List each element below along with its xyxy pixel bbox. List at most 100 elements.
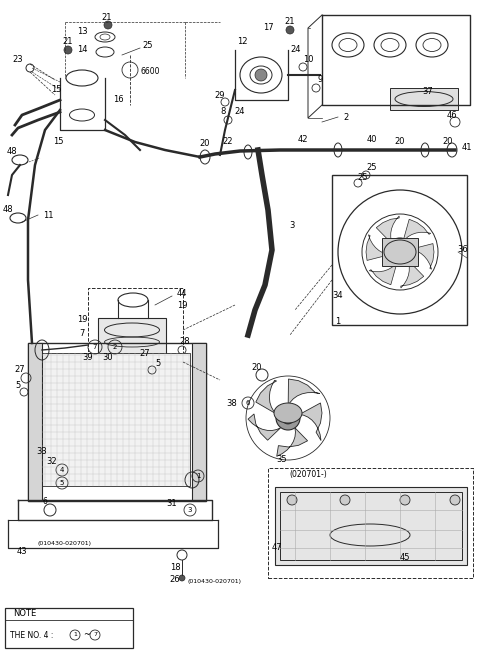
Text: 19: 19 (77, 315, 87, 325)
Bar (88, 288, 183, 373)
Text: 2: 2 (113, 344, 117, 350)
Text: 17: 17 (263, 22, 273, 32)
Text: 15: 15 (51, 85, 61, 95)
Text: 3: 3 (289, 221, 295, 229)
Text: (010430-020701): (010430-020701) (38, 541, 92, 547)
Circle shape (179, 575, 185, 581)
Text: 1: 1 (196, 473, 200, 479)
Polygon shape (277, 428, 308, 457)
Text: 42: 42 (298, 135, 308, 145)
Text: 7: 7 (93, 344, 97, 350)
Bar (28, 343, 206, 501)
Text: THE NO. 4 :: THE NO. 4 : (10, 631, 56, 639)
Polygon shape (376, 216, 399, 245)
Text: 22: 22 (223, 137, 233, 147)
Text: 30: 30 (103, 353, 113, 363)
Text: 20: 20 (443, 137, 453, 145)
Text: 32: 32 (47, 457, 57, 466)
Text: 7: 7 (79, 328, 84, 338)
Text: 6: 6 (43, 497, 48, 507)
Bar (268, 468, 473, 578)
Text: 38: 38 (227, 399, 238, 407)
Bar (382, 238, 418, 266)
Circle shape (392, 244, 408, 260)
Text: 15: 15 (53, 137, 63, 147)
Text: 11: 11 (43, 210, 53, 219)
Text: 44: 44 (177, 288, 187, 298)
Text: 35: 35 (276, 455, 288, 464)
Circle shape (64, 46, 72, 54)
Circle shape (450, 495, 460, 505)
Text: 9: 9 (317, 76, 323, 85)
Text: 48: 48 (3, 206, 13, 214)
Text: 41: 41 (462, 143, 472, 152)
Text: 23: 23 (12, 55, 24, 64)
Text: 5: 5 (60, 480, 64, 486)
Bar (390, 88, 458, 110)
Text: 45: 45 (400, 553, 410, 562)
Text: 6: 6 (246, 400, 250, 406)
Text: 20: 20 (200, 139, 210, 148)
Bar (98, 318, 166, 366)
Text: 39: 39 (83, 353, 93, 363)
Polygon shape (366, 235, 390, 260)
Text: 20: 20 (395, 137, 405, 145)
Bar (280, 492, 462, 560)
Text: 27: 27 (140, 348, 150, 357)
Text: ~: ~ (83, 631, 90, 639)
Text: 33: 33 (36, 447, 48, 457)
Circle shape (340, 495, 350, 505)
Text: 24: 24 (235, 108, 245, 116)
Text: 6600: 6600 (140, 68, 160, 76)
Bar (192, 343, 206, 501)
Text: 26: 26 (170, 576, 180, 585)
Polygon shape (369, 261, 397, 284)
Text: 21: 21 (63, 37, 73, 47)
Circle shape (287, 495, 297, 505)
Text: 13: 13 (77, 28, 87, 37)
Text: (020701-): (020701-) (289, 470, 327, 480)
Text: 10: 10 (303, 55, 313, 64)
Text: (010430-020701): (010430-020701) (188, 579, 242, 585)
Text: 36: 36 (457, 246, 468, 254)
Text: 25: 25 (358, 173, 368, 181)
Text: 14: 14 (77, 45, 87, 55)
Text: 4: 4 (60, 467, 64, 473)
Ellipse shape (274, 403, 302, 423)
Text: 40: 40 (367, 135, 377, 145)
Polygon shape (288, 379, 320, 406)
Polygon shape (410, 244, 434, 269)
Text: 27: 27 (15, 365, 25, 374)
Text: NOTE: NOTE (13, 610, 36, 618)
Text: 28: 28 (180, 338, 190, 346)
Bar (275, 487, 467, 565)
Circle shape (400, 495, 410, 505)
Text: 25: 25 (143, 41, 153, 49)
Text: 3: 3 (188, 507, 192, 513)
Text: 2: 2 (343, 112, 348, 122)
Text: 20: 20 (252, 363, 262, 371)
Text: 46: 46 (447, 110, 457, 120)
Text: 5: 5 (15, 380, 21, 390)
Polygon shape (248, 414, 281, 440)
Polygon shape (403, 219, 431, 242)
Circle shape (104, 21, 112, 29)
Circle shape (282, 412, 294, 424)
Text: 34: 34 (333, 292, 343, 300)
Polygon shape (300, 403, 322, 441)
Text: 16: 16 (113, 95, 123, 104)
Polygon shape (401, 259, 424, 288)
Bar (42, 353, 190, 486)
Circle shape (276, 406, 300, 430)
Text: 37: 37 (422, 87, 433, 97)
Text: 48: 48 (7, 148, 17, 156)
Text: 5: 5 (156, 359, 161, 367)
Polygon shape (256, 380, 276, 414)
Text: 25: 25 (367, 164, 377, 173)
Text: 19: 19 (177, 300, 187, 309)
Text: 24: 24 (291, 45, 301, 55)
Text: 47: 47 (272, 543, 282, 551)
Text: 18: 18 (170, 564, 180, 572)
Text: 1: 1 (336, 317, 341, 327)
Text: 1: 1 (73, 633, 77, 637)
